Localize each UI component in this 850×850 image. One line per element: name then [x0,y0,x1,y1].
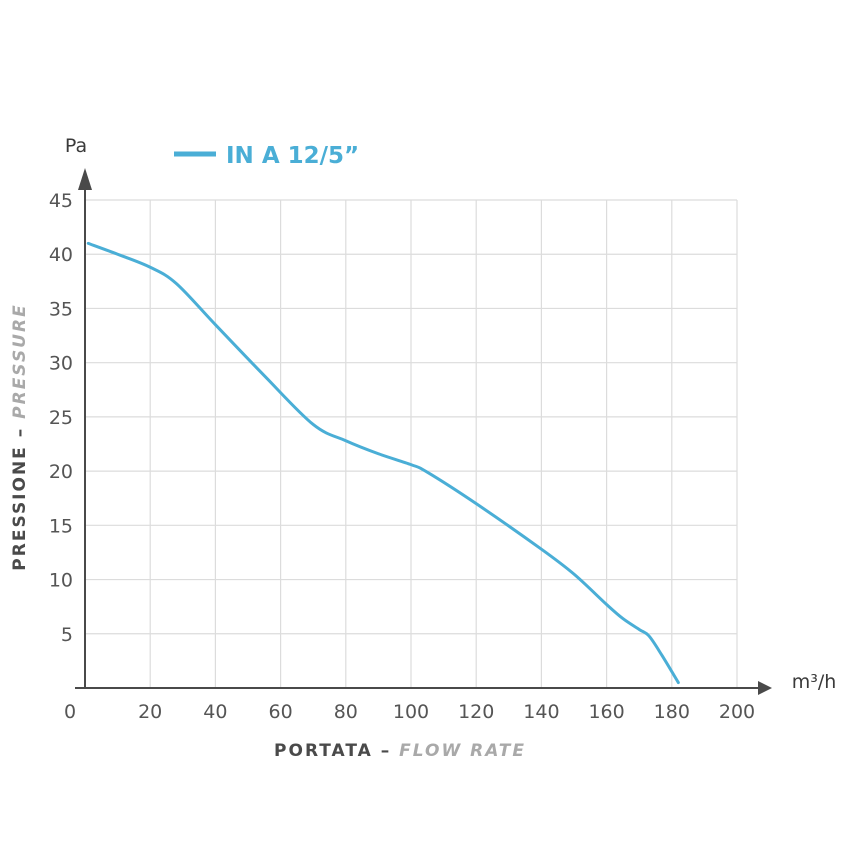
y-tick-label: 10 [49,570,73,592]
y-unit-label: Pa [65,135,87,157]
tick-labels: 0 20 40 60 80 100 120 140 160 180 200 5 10 15 20 25 30 35… [49,190,755,723]
y-axis-title-main: PRESSIONE [10,445,30,571]
x-tick-label: 140 [523,701,559,723]
x-tick-label: 0 [64,701,76,723]
y-tick-label: 25 [49,407,73,429]
x-axis-title: PORTATA – FLOW RATE [274,741,526,761]
x-tick-label: 160 [588,701,624,723]
y-axis-title: PRESSIONE – PRESSURE [10,303,30,570]
y-tick-label: 20 [49,461,73,483]
x-tick-label: 200 [719,701,755,723]
grid [85,199,738,688]
series-line [86,241,680,685]
x-axis-title-sub: FLOW RATE [399,741,526,761]
x-tick-label: 20 [138,701,162,723]
x-tick-label: 60 [269,701,293,723]
x-tick-label: 180 [654,701,690,723]
y-tick-label: 40 [49,244,73,266]
x-axis-title-dash: – [373,741,399,761]
y-tick-label: 30 [49,353,73,375]
x-tick-label: 100 [393,701,429,723]
y-tick-label: 45 [49,190,73,212]
x-tick-label: 80 [334,701,358,723]
plot-area [86,241,680,685]
x-unit-label: m³/h [792,671,837,693]
x-axis-title-main: PORTATA [274,741,373,761]
x-tick-label: 120 [458,701,494,723]
x-axis-arrow [758,681,772,695]
x-tick-label: 40 [203,701,227,723]
y-axis-title-sub: PRESSURE [10,303,30,419]
legend-label: IN A 12/5” [226,143,359,169]
y-axis-arrow [78,168,92,190]
y-tick-label: 35 [49,298,73,320]
y-axis-title-dash: – [10,419,30,445]
y-tick-label: 5 [61,624,73,646]
y-tick-label: 15 [49,515,73,537]
axes [75,168,772,695]
